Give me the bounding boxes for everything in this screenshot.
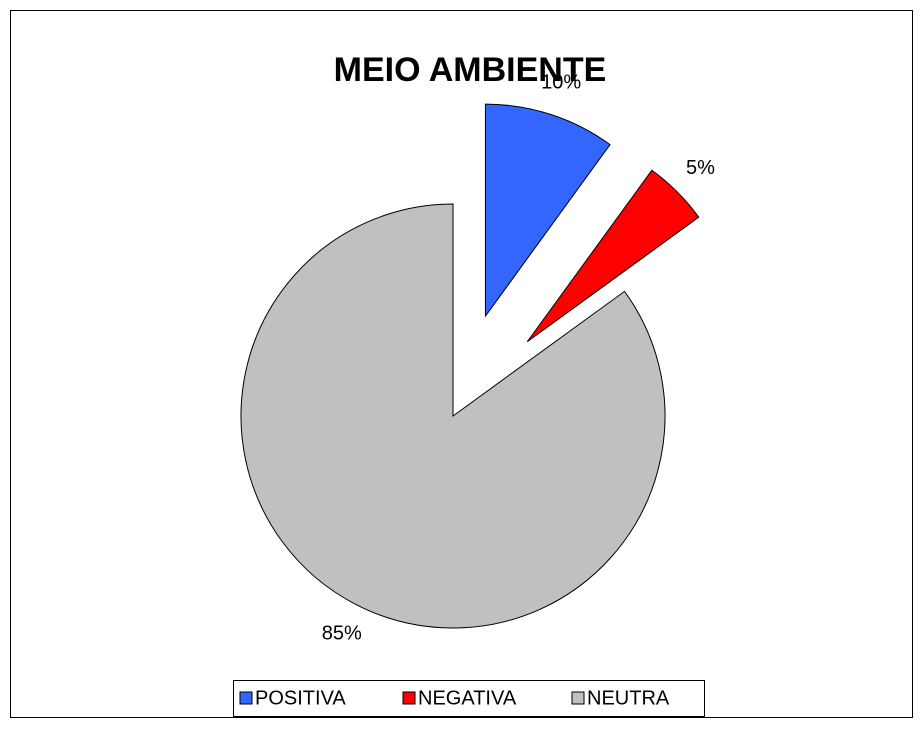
chart-title: MEIO AMBIENTE xyxy=(334,51,607,89)
legend-swatch xyxy=(402,691,416,705)
legend: POSITIVA NEGATIVA NEUTRA xyxy=(233,680,705,717)
legend-swatch xyxy=(571,691,585,705)
pie-slice xyxy=(484,103,611,318)
legend-swatch xyxy=(239,691,253,705)
legend-label: POSITIVA xyxy=(255,687,346,709)
legend-box xyxy=(233,680,705,717)
data-label: 85% xyxy=(322,623,362,645)
pie-slice xyxy=(526,169,700,343)
data-label: 5% xyxy=(686,157,715,179)
legend-label: NEGATIVA xyxy=(418,687,517,709)
data-label: 10% xyxy=(541,71,581,93)
pie-slice xyxy=(240,203,666,629)
pie: 10% 5% 85% xyxy=(240,71,715,645)
legend-label: NEUTRA xyxy=(587,687,670,709)
